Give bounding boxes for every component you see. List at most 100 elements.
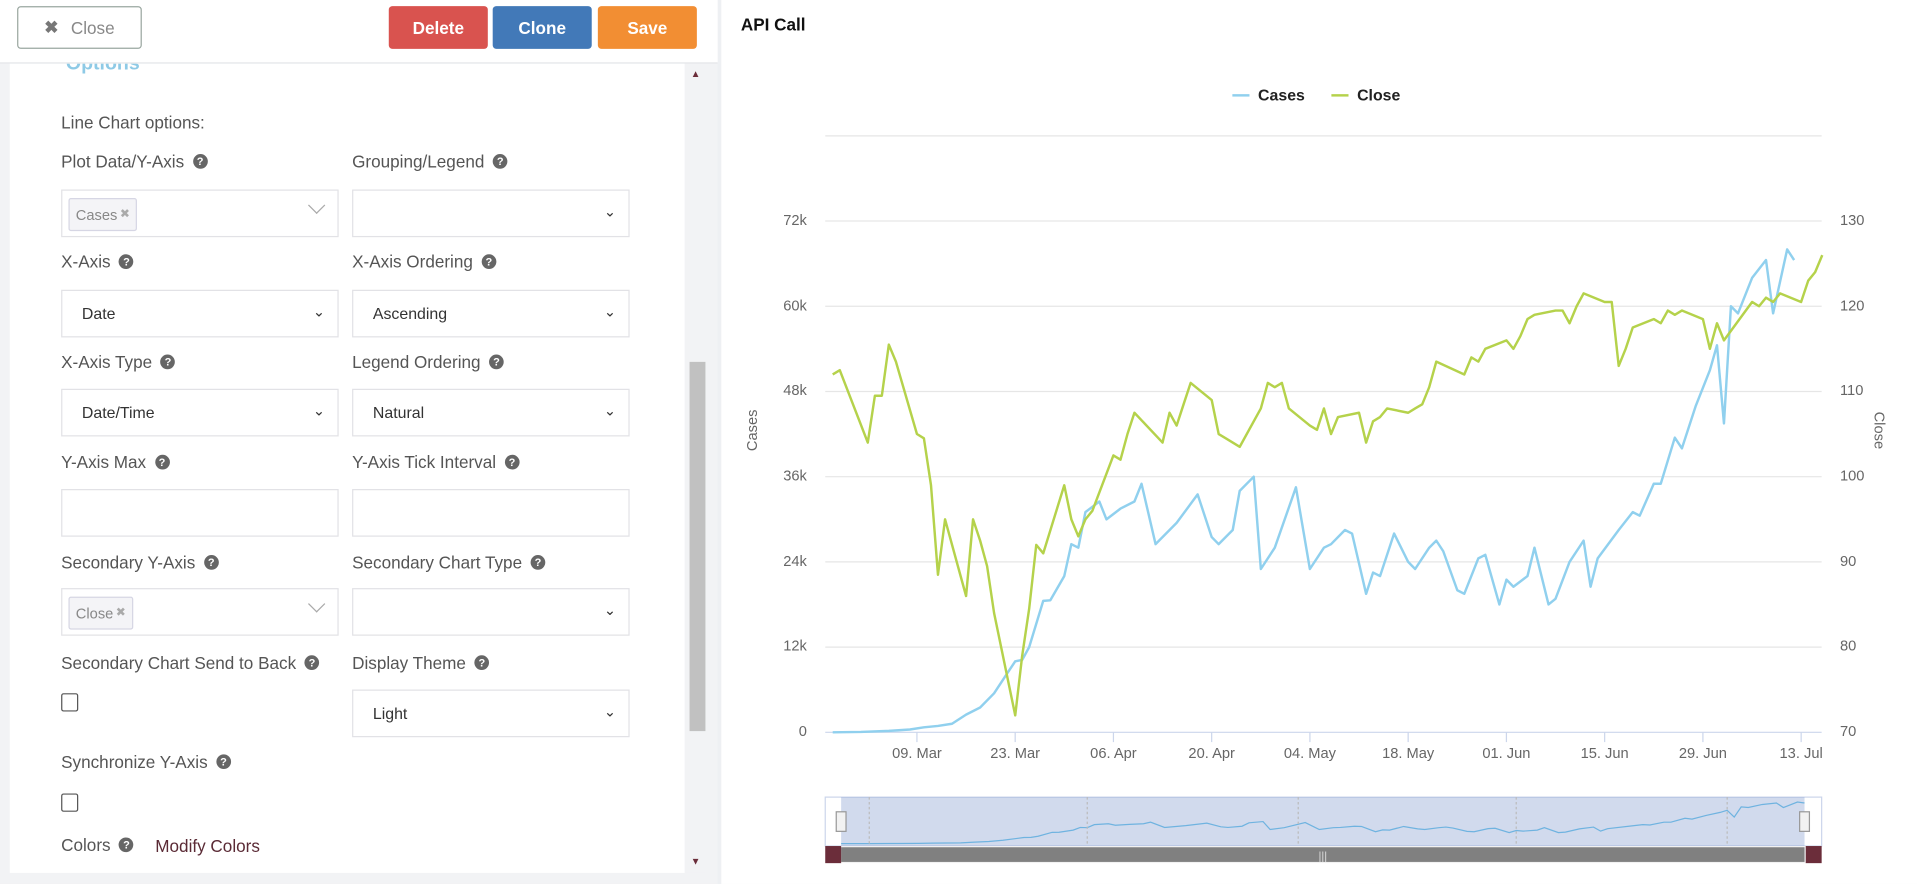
y-right-tick-label: 80	[1839, 637, 1857, 655]
clone-button[interactable]: Clone	[492, 6, 592, 49]
x-axis-type-label: X-Axis Type?	[61, 352, 176, 372]
help-icon[interactable]: ?	[504, 454, 520, 470]
x-tick-label: 01. Jun	[1482, 744, 1531, 762]
chart-title: API Call	[740, 14, 806, 35]
selected-tag: Cases ✖	[68, 198, 138, 232]
y-left-tick-label: 0	[798, 722, 807, 740]
toolbar: ✖ Close Delete Clone Save	[0, 0, 718, 64]
chart-panel	[721, 0, 1917, 884]
x-tick-label: 20. Apr	[1188, 744, 1235, 762]
y-right-tick-label: 120	[1839, 296, 1865, 314]
remove-tag-icon[interactable]: ✖	[119, 207, 131, 222]
help-icon[interactable]: ?	[154, 454, 170, 470]
x-tick-label: 09. Mar	[892, 744, 942, 762]
form-scrollbar[interactable]: ▲ ▼	[685, 63, 706, 873]
help-icon[interactable]: ?	[203, 555, 219, 570]
help-icon[interactable]: ?	[119, 254, 134, 269]
help-icon[interactable]: ?	[530, 555, 546, 570]
navigator	[824, 796, 1823, 847]
x-tick-label: 04. May	[1283, 744, 1337, 762]
plot-data-label: Plot Data/Y-Axis?	[61, 152, 208, 171]
legend-swatch	[1331, 93, 1349, 96]
collapse-chevron-icon: ⌃	[44, 63, 66, 75]
legend-ordering-label: Legend Ordering?	[352, 352, 504, 372]
scroll-up-icon[interactable]: ▲	[690, 68, 701, 80]
y-left-tick-label: 72k	[783, 211, 807, 229]
line-chart-options-heading: Line Chart options:	[61, 112, 205, 133]
help-icon[interactable]: ?	[160, 354, 176, 370]
series-line-cases	[832, 248, 1796, 734]
options-form: ⌃ Options Line Chart options: Plot Data/…	[9, 63, 685, 873]
x-tick-label: 29. Jun	[1678, 744, 1727, 762]
colors-label: Colors?	[61, 835, 134, 855]
x-axis-select[interactable]: Date ⌄	[61, 289, 339, 338]
display-theme-label: Display Theme?	[352, 653, 490, 672]
y-right-tick-label: 70	[1839, 722, 1857, 740]
delete-button[interactable]: Delete	[388, 6, 488, 49]
x-tick-label: 13. Jul	[1779, 744, 1823, 762]
modify-colors-link[interactable]: Modify Colors	[155, 836, 260, 856]
scrollbar-thumb[interactable]	[689, 361, 706, 732]
secondary-chart-type-select[interactable]: ⌄	[352, 588, 630, 636]
x-tick-label: 18. May	[1382, 744, 1435, 762]
remove-tag-icon[interactable]: ✖	[115, 606, 127, 620]
chevron-down-icon: ⌄	[603, 601, 617, 619]
navigator-scrollbar-thumb[interactable]	[841, 847, 1805, 862]
y-left-tick-label: 60k	[783, 296, 807, 314]
chevron-down-icon: ⌄	[603, 702, 617, 721]
plot-data-multiselect[interactable]: Cases ✖	[61, 189, 339, 238]
y-tick-interval-label: Y-Axis Tick Interval?	[352, 452, 520, 472]
secondary-y-axis-multiselect[interactable]: Close ✖	[61, 588, 339, 636]
sync-y-axis-label: Synchronize Y-Axis?	[61, 752, 231, 771]
y-right-tick-label: 100	[1839, 466, 1865, 485]
close-button[interactable]: ✖ Close	[17, 6, 142, 49]
save-button[interactable]: Save	[597, 6, 697, 49]
options-panel: ⌃ Options Line Chart options: Plot Data/…	[0, 0, 718, 884]
help-icon[interactable]: ?	[304, 655, 320, 670]
y-axis-max-input[interactable]	[61, 489, 339, 537]
sync-y-axis-checkbox[interactable]	[61, 793, 79, 812]
scroll-left-icon[interactable]	[825, 846, 842, 864]
help-icon[interactable]: ?	[216, 754, 231, 770]
legend-item-cases[interactable]: Cases	[1232, 86, 1305, 104]
x-axis-ordering-select[interactable]: Ascending ⌄	[352, 289, 630, 338]
selected-tag: Close ✖	[68, 596, 134, 630]
x-tick-label: 15. Jun	[1580, 744, 1629, 762]
series-line-close	[832, 254, 1824, 717]
legend-swatch	[1232, 93, 1250, 96]
chevron-down-icon: ⌄	[312, 303, 326, 321]
x-axis-type-select[interactable]: Date/Time ⌄	[61, 388, 339, 437]
chevron-down-icon: ⌄	[603, 202, 617, 221]
send-to-back-checkbox[interactable]	[61, 693, 79, 712]
options-section-toggle[interactable]: ⌃ Options	[44, 64, 140, 76]
y-tick-interval-input[interactable]	[352, 489, 630, 537]
send-to-back-label: Secondary Chart Send to Back?	[61, 653, 320, 672]
help-icon[interactable]: ?	[192, 154, 208, 169]
navigator-handle[interactable]	[835, 811, 847, 832]
y-left-tick-label: 24k	[783, 552, 807, 570]
display-theme-select[interactable]: Light ⌄	[352, 689, 630, 738]
navigator-selected-range	[841, 797, 1805, 847]
y-right-tick-label: 90	[1839, 552, 1857, 570]
legend-item-close[interactable]: Close	[1331, 86, 1400, 104]
chevron-down-icon: ⌄	[312, 402, 326, 420]
grouping-label: Grouping/Legend?	[352, 152, 508, 171]
help-icon[interactable]: ?	[119, 837, 134, 853]
help-icon[interactable]: ?	[489, 354, 504, 370]
navigator-handle[interactable]	[1799, 811, 1811, 832]
navigator-series	[841, 801, 1805, 845]
options-title: Options	[65, 63, 140, 75]
help-icon[interactable]: ?	[492, 154, 508, 169]
x-axis-ordering-label: X-Axis Ordering?	[352, 252, 497, 271]
help-icon[interactable]: ?	[474, 655, 490, 670]
grouping-select[interactable]: ⌄	[352, 189, 630, 238]
legend-ordering-select[interactable]: Natural ⌄	[352, 388, 630, 437]
chevron-down-icon: ⌄	[603, 303, 617, 321]
help-icon[interactable]: ?	[481, 254, 497, 269]
scrollbar-grip-icon: |||	[1319, 850, 1328, 862]
y-left-tick-label: 12k	[783, 637, 807, 655]
scroll-right-icon[interactable]	[1805, 846, 1822, 864]
scroll-down-icon[interactable]: ▼	[690, 855, 701, 867]
y-axis-max-label: Y-Axis Max?	[61, 452, 170, 472]
